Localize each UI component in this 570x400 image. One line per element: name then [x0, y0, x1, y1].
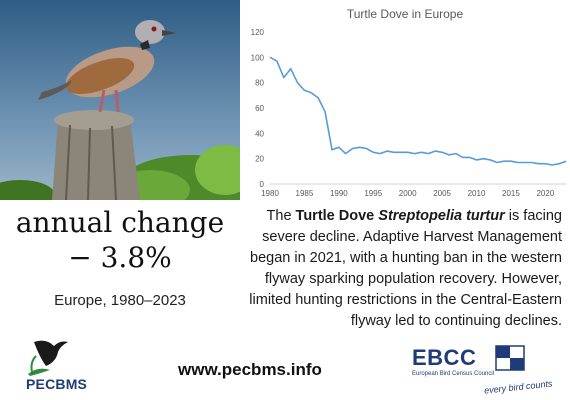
annual-change-block: annual change − 3.8% [0, 206, 240, 276]
description-body: is facing severe decline. Adaptive Harve… [249, 208, 562, 329]
population-chart: Turtle Dove in Europe 0 20 40 60 80 100 120 198… [240, 0, 570, 200]
y-tick-label: 120 [251, 28, 265, 37]
y-tick-label: 80 [255, 79, 264, 88]
common-name: Turtle Dove [295, 208, 375, 224]
annual-change-title: annual change [15, 206, 225, 239]
annual-change-value: − 3.8% [68, 241, 172, 274]
turtle-dove-image [0, 0, 240, 200]
x-tick-label: 2020 [536, 189, 554, 198]
y-tick-label: 0 [260, 180, 265, 189]
description-prefix: The [266, 208, 296, 224]
x-tick-label: 2010 [468, 189, 486, 198]
turtle-dove-photo [0, 0, 240, 200]
x-tick-label: 1995 [364, 189, 382, 198]
stat-region-period: Europe, 1980–2023 [54, 292, 186, 309]
y-tick-label: 100 [251, 53, 265, 62]
website-link[interactable]: www.pecbms.info [178, 360, 322, 379]
y-tick-label: 20 [255, 155, 264, 164]
chart-title: Turtle Dove in Europe [346, 7, 464, 21]
x-tick-label: 1980 [261, 189, 279, 198]
x-tick-label: 1990 [330, 189, 348, 198]
y-tick-label: 40 [255, 129, 264, 138]
pecbms-bird-icon [28, 340, 68, 376]
ebcc-logo-text: EBCC [412, 345, 477, 370]
y-tick-label: 60 [255, 104, 264, 113]
population-index-line [269, 56, 567, 166]
x-tick-label: 2015 [502, 189, 520, 198]
x-tick-label: 2005 [433, 189, 451, 198]
x-tick-label: 1985 [296, 189, 314, 198]
ebcc-logo-graphic [495, 345, 525, 371]
chart-plot: 0 20 40 60 80 100 120 1980 1985 1990 1995 2000 2005 2… [251, 28, 567, 198]
x-tick-label: 2000 [399, 189, 417, 198]
pecbms-logo-text: PECBMS [26, 376, 88, 392]
species-description: The Turtle Dove Streptopelia turtur is f… [244, 206, 562, 332]
ebcc-full-name: European Bird Census Council [412, 371, 495, 377]
scientific-name: Streptopelia turtur [378, 208, 505, 224]
